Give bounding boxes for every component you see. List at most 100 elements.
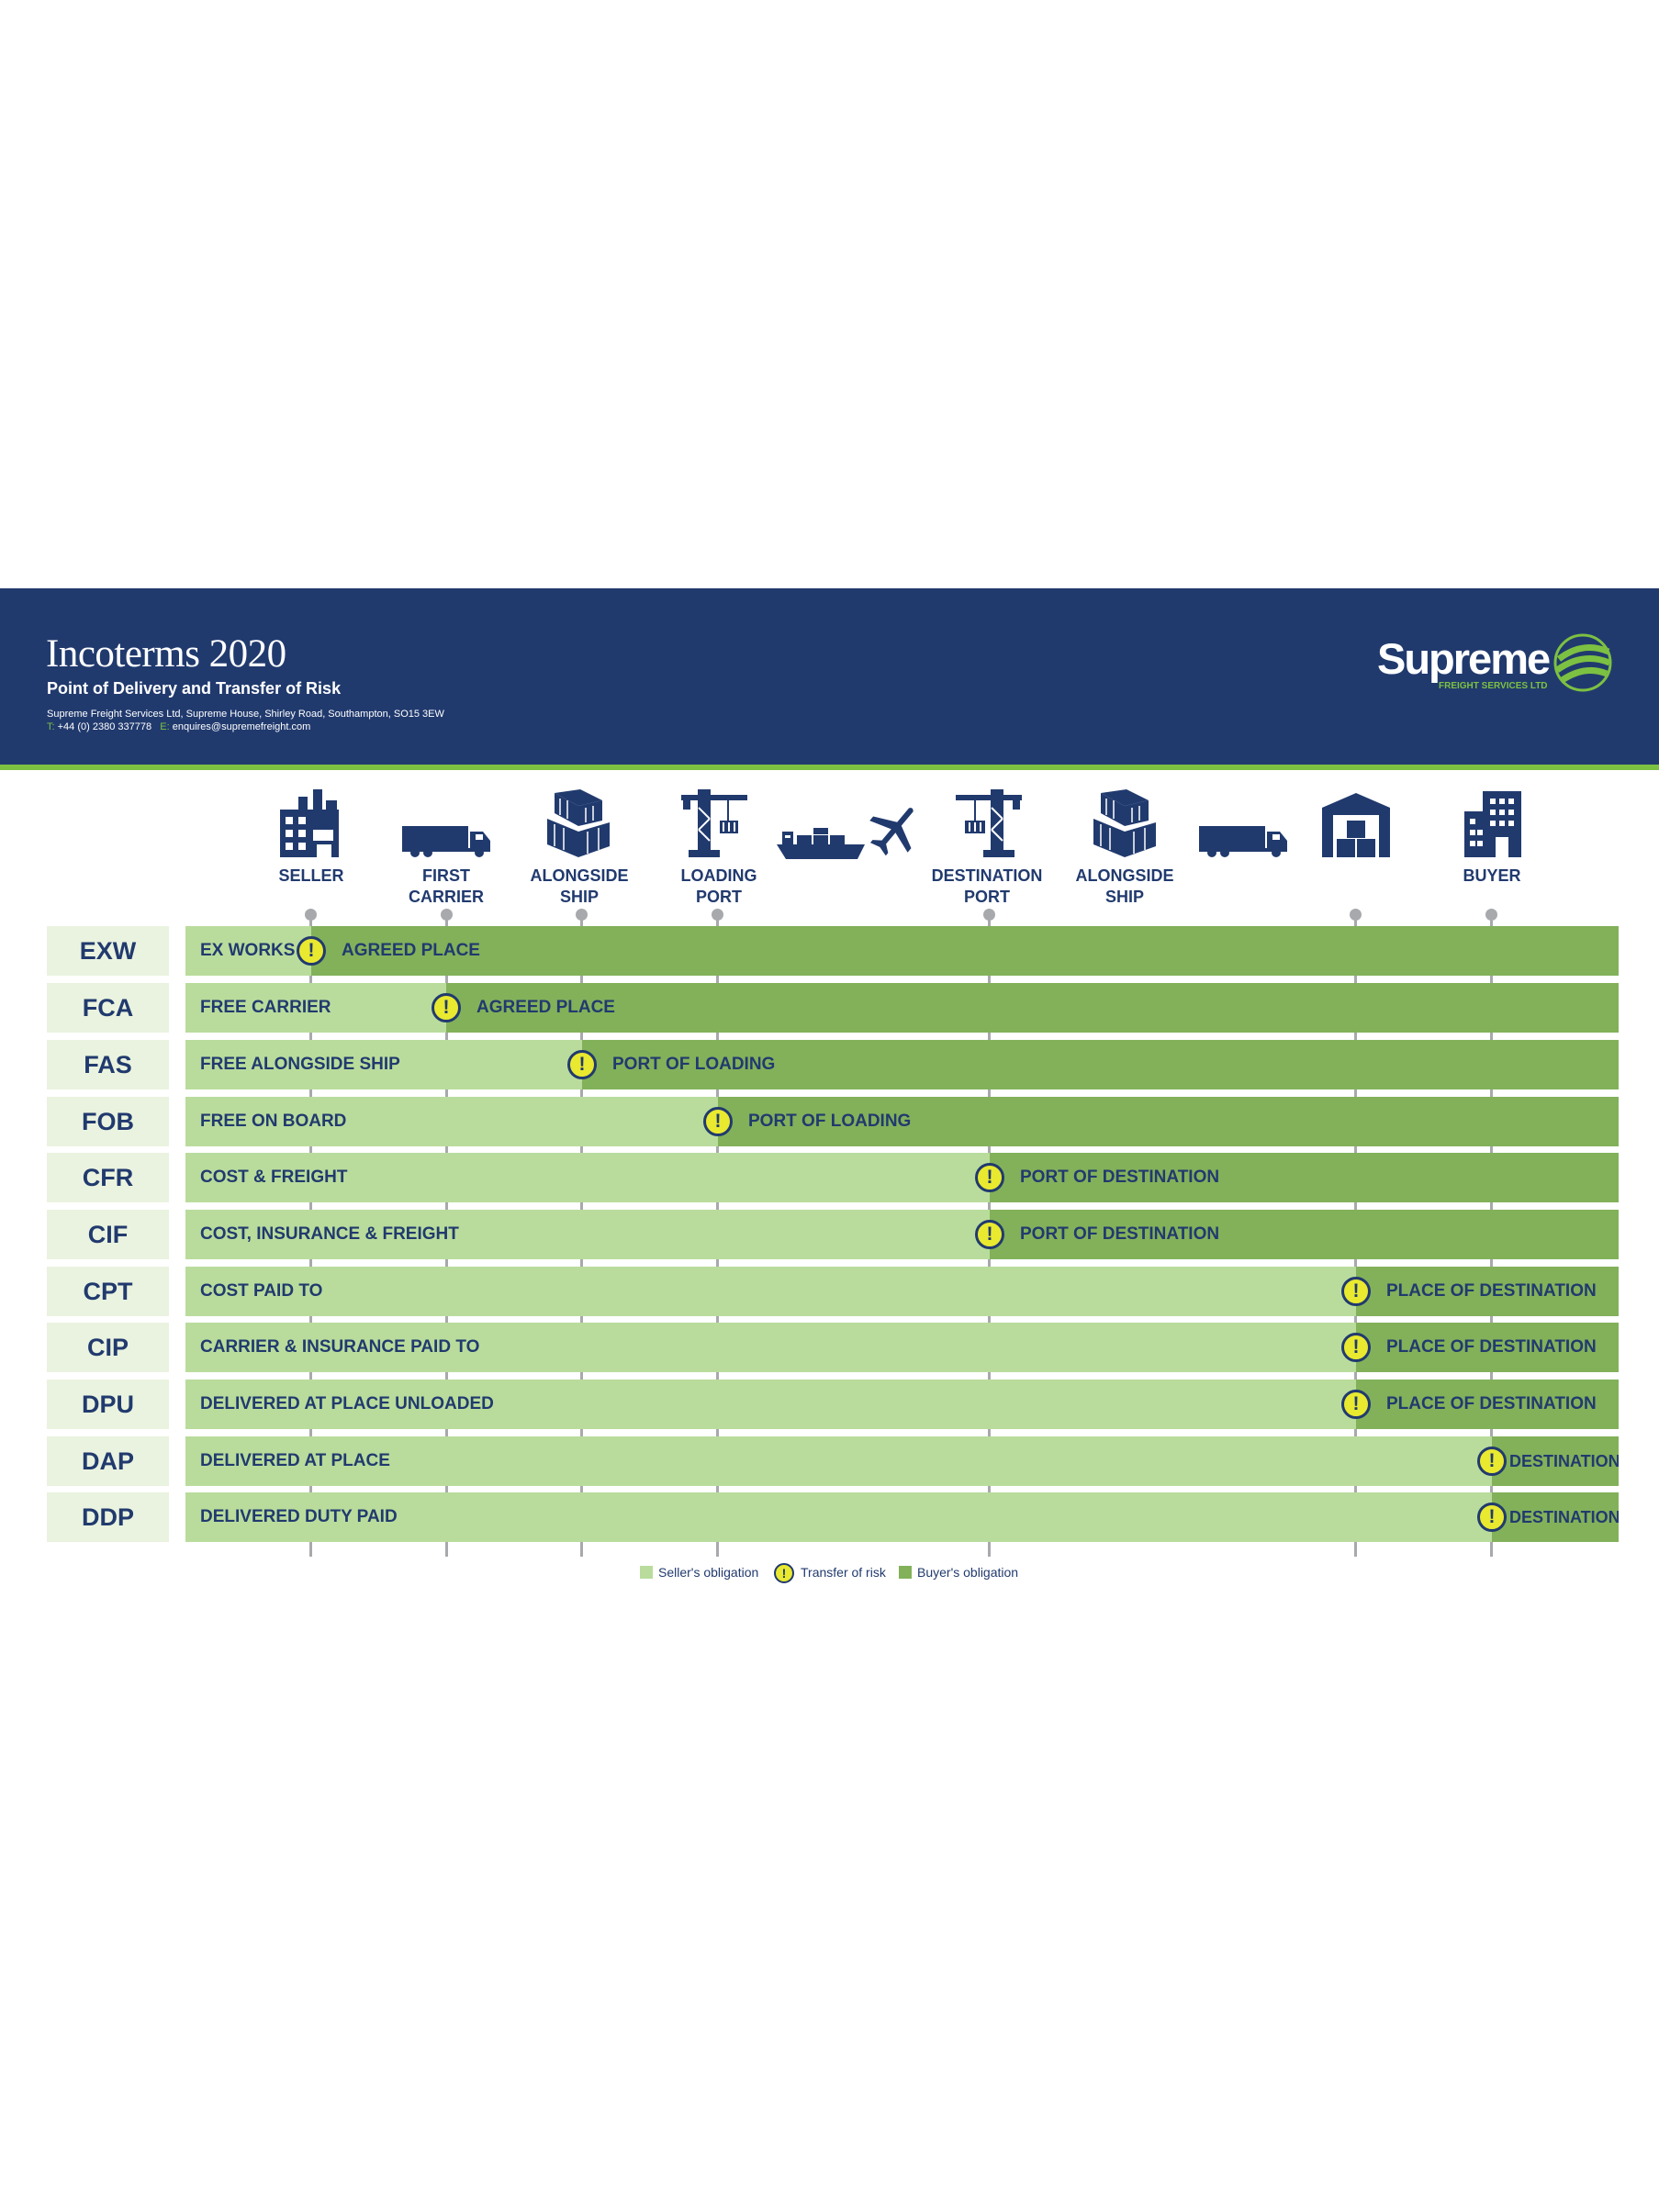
page-subtitle: Point of Delivery and Transfer of Risk: [47, 679, 342, 698]
delivery-point: PLACE OF DESTINATION: [1386, 1337, 1597, 1357]
crane-icon: [956, 789, 1022, 857]
obligation-bar: FREE ALONGSIDE SHIP ! PORT OF LOADING: [185, 1040, 1619, 1089]
buyer-obligation-segment: [718, 1097, 1619, 1146]
buyer-obligation-segment: [990, 1210, 1619, 1259]
delivery-point: PLACE OF DESTINATION: [1386, 1394, 1597, 1413]
term-code: FOB: [47, 1097, 169, 1146]
containers-icon: [1093, 789, 1156, 857]
term-code: CPT: [47, 1267, 169, 1316]
timeline-dot-buyer: [1485, 909, 1497, 921]
term-code: CFR: [47, 1153, 169, 1202]
term-name: COST & FREIGHT: [200, 1167, 348, 1187]
obligation-bar: DELIVERED AT PLACE ! DESTINATION: [185, 1436, 1619, 1486]
term-name: COST, INSURANCE & FREIGHT: [200, 1224, 459, 1244]
timeline-dot-loading-port: [712, 909, 723, 921]
transfer-of-risk-icon: !: [1477, 1503, 1507, 1532]
buyer-obligation-segment: [1492, 1492, 1619, 1542]
transfer-of-risk-icon: !: [703, 1107, 733, 1136]
node-label-loading-port: LOADING PORT: [680, 866, 757, 906]
obligation-bar: COST & FREIGHT ! PORT OF DESTINATION: [185, 1153, 1619, 1202]
legend-seller-swatch: [640, 1566, 653, 1579]
obligation-bar: COST PAID TO ! PLACE OF DESTINATION: [185, 1267, 1619, 1316]
transfer-of-risk-icon: !: [297, 936, 326, 966]
page-title: Incoterms 2020: [46, 632, 286, 676]
term-code: DDP: [47, 1492, 169, 1542]
phone-key: T:: [47, 721, 55, 732]
node-label-buyer: BUYER: [1463, 866, 1521, 885]
legend: Seller's obligation ! Transfer of risk B…: [0, 1563, 1659, 1583]
obligation-bar: FREE CARRIER ! AGREED PLACE: [185, 983, 1619, 1033]
office-building-icon: [1464, 791, 1521, 857]
crane-icon: [681, 789, 747, 857]
delivery-point: AGREED PLACE: [476, 998, 615, 1017]
airplane-icon: [869, 808, 914, 855]
term-code: DPU: [47, 1380, 169, 1429]
transfer-of-risk-icon: !: [975, 1163, 1004, 1192]
timeline-dot-first-carrier: [441, 909, 453, 921]
term-code: DAP: [47, 1436, 169, 1486]
legend-risk-icon: !: [774, 1563, 794, 1583]
company-logo: Supreme FREIGHT SERVICES LTD: [1377, 633, 1625, 698]
buyer-obligation-segment: [582, 1040, 1619, 1089]
term-code: EXW: [47, 926, 169, 976]
delivery-point: PORT OF DESTINATION: [1020, 1167, 1220, 1187]
buyer-obligation-segment: [446, 983, 1619, 1033]
buyer-obligation-segment: [990, 1153, 1619, 1202]
node-label-seller: SELLER: [278, 866, 344, 885]
obligation-bar: FREE ON BOARD ! PORT OF LOADING: [185, 1097, 1619, 1146]
company-contact: T: +44 (0) 2380 337778 E: enquires@supre…: [47, 721, 310, 732]
truck-icon: [402, 826, 490, 857]
delivery-point: PLACE OF DESTINATION: [1386, 1281, 1597, 1301]
term-row-cip: CIP CARRIER & INSURANCE PAID TO ! PLACE …: [0, 1323, 1659, 1372]
node-label-alongside-ship: ALONGSIDE SHIP: [1075, 866, 1174, 906]
transfer-of-risk-icon: !: [1341, 1333, 1371, 1362]
term-row-dap: DAP DELIVERED AT PLACE ! DESTINATION: [0, 1436, 1659, 1486]
delivery-point: PORT OF LOADING: [612, 1055, 776, 1074]
term-code: FAS: [47, 1040, 169, 1089]
warehouse-icon: [1322, 793, 1390, 857]
legend-buyer-label: Buyer's obligation: [917, 1565, 1019, 1580]
term-row-fca: FCA FREE CARRIER ! AGREED PLACE: [0, 983, 1659, 1033]
timeline-dot-place-of-destination: [1350, 909, 1362, 921]
logo-wordmark: Supreme: [1377, 634, 1551, 683]
term-row-fas: FAS FREE ALONGSIDE SHIP ! PORT OF LOADIN…: [0, 1040, 1659, 1089]
term-name: DELIVERED AT PLACE UNLOADED: [200, 1394, 494, 1413]
term-code: CIF: [47, 1210, 169, 1259]
obligation-bar: COST, INSURANCE & FREIGHT ! PORT OF DEST…: [185, 1210, 1619, 1259]
transfer-of-risk-icon: !: [1341, 1277, 1371, 1306]
term-name: FREE ON BOARD: [200, 1112, 347, 1131]
email-key: E:: [160, 721, 170, 732]
buyer-obligation-segment: [1492, 1436, 1619, 1486]
logo-tagline: FREIGHT SERVICES LTD: [1439, 681, 1548, 691]
term-row-fob: FOB FREE ON BOARD ! PORT OF LOADING: [0, 1097, 1659, 1146]
obligation-bar: DELIVERED AT PLACE UNLOADED ! PLACE OF D…: [185, 1380, 1619, 1429]
term-name: DELIVERED AT PLACE: [200, 1451, 390, 1470]
delivery-point: AGREED PLACE: [342, 941, 480, 960]
delivery-point: PORT OF DESTINATION: [1020, 1224, 1220, 1244]
delivery-point: DESTINATION: [1509, 1508, 1619, 1526]
term-name: DELIVERED DUTY PAID: [200, 1507, 398, 1526]
obligation-bar: DELIVERED DUTY PAID ! DESTINATION: [185, 1492, 1619, 1542]
transfer-of-risk-icon: !: [1477, 1447, 1507, 1476]
term-code: CIP: [47, 1323, 169, 1372]
term-row-dpu: DPU DELIVERED AT PLACE UNLOADED ! PLACE …: [0, 1380, 1659, 1429]
legend-risk-label: Transfer of risk: [801, 1565, 886, 1580]
factory-icon: [280, 789, 339, 857]
buyer-obligation-segment: [311, 926, 1619, 976]
term-row-cpt: CPT COST PAID TO ! PLACE OF DESTINATION: [0, 1267, 1659, 1316]
logo-globe-icon: [1553, 633, 1612, 692]
timeline-dot-destination-port: [983, 909, 995, 921]
term-name: FREE CARRIER: [200, 998, 331, 1017]
legend-buyer-swatch: [899, 1566, 912, 1579]
transfer-of-risk-icon: !: [975, 1220, 1004, 1249]
phone-number: +44 (0) 2380 337778: [57, 721, 152, 732]
buyer-obligation-segment: [1356, 1380, 1619, 1429]
buyer-obligation-segment: [1356, 1267, 1619, 1316]
company-address: Supreme Freight Services Ltd, Supreme Ho…: [47, 709, 444, 720]
email-address: enquires@supremefreight.com: [172, 721, 311, 732]
ship-icon: [777, 828, 865, 859]
term-row-cfr: CFR COST & FREIGHT ! PORT OF DESTINATION: [0, 1153, 1659, 1202]
transfer-of-risk-icon: !: [432, 993, 461, 1022]
containers-icon: [547, 789, 610, 857]
term-name: CARRIER & INSURANCE PAID TO: [200, 1337, 480, 1357]
